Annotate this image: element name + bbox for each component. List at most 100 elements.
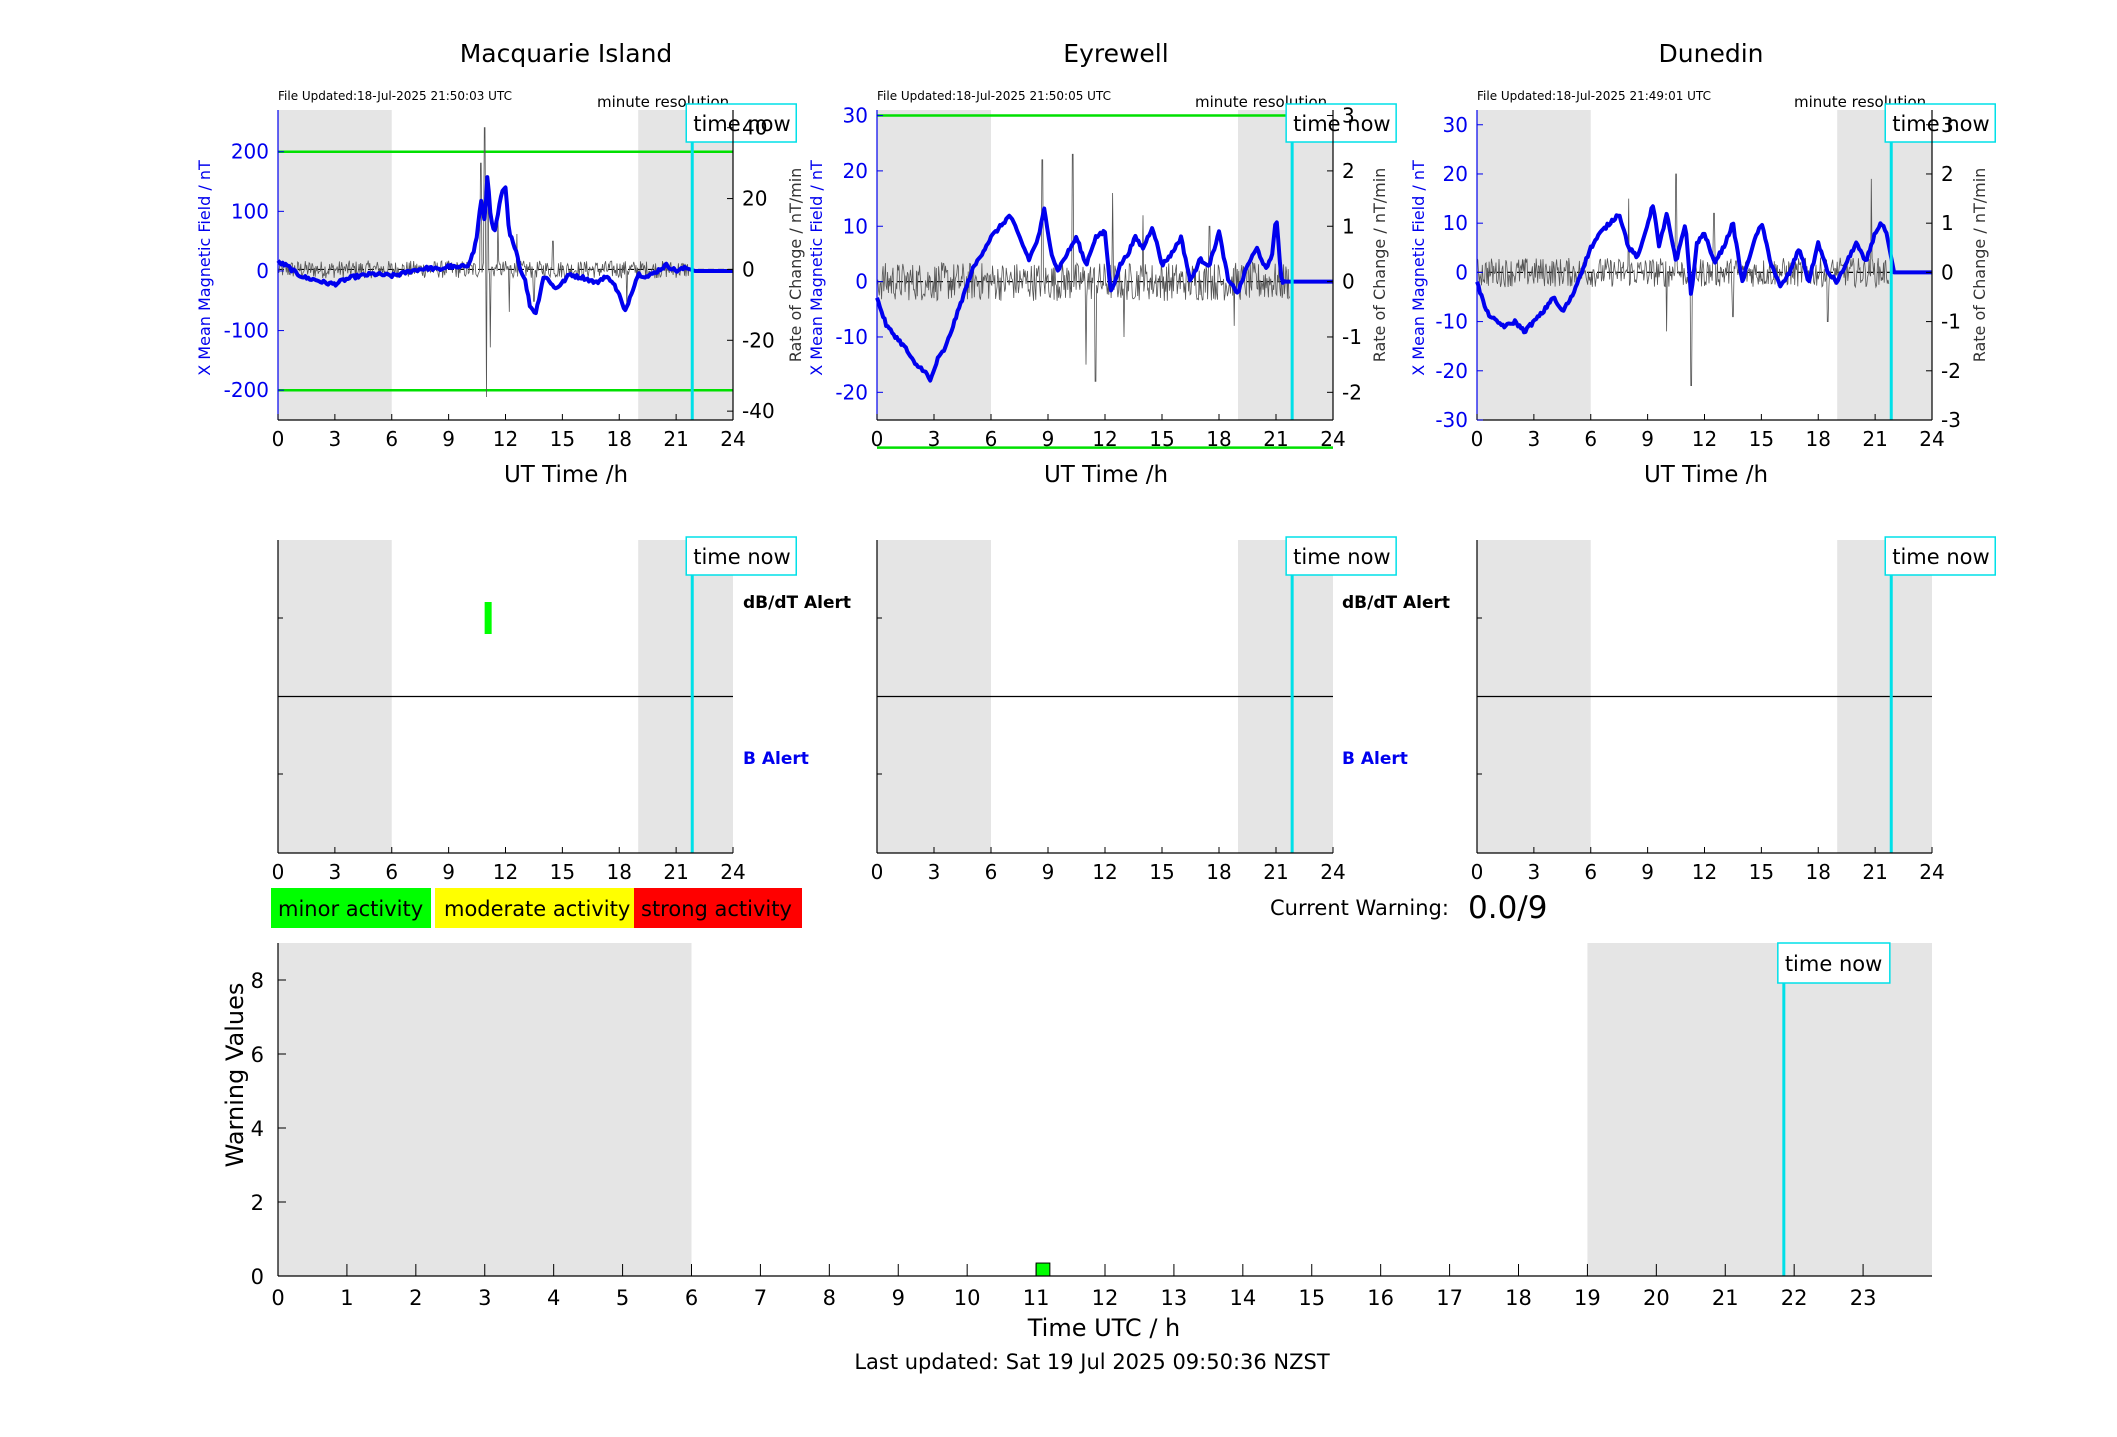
x-tick-label: 8 [823, 1286, 836, 1310]
x-tick-label: 18 [1206, 427, 1231, 451]
legend-strong-label: strong activity [641, 897, 792, 921]
x-tick-label: 0 [271, 1286, 284, 1310]
x-tick-label: 24 [720, 860, 745, 884]
y-tick-label-right: -3 [1941, 408, 1961, 432]
time-now-label: time now [693, 545, 790, 569]
y-tick-label: 8 [251, 969, 264, 993]
x-tick-label: 6 [985, 860, 998, 884]
x-tick-label: 9 [442, 860, 455, 884]
y-tick-label-right: 1 [1941, 211, 1954, 235]
x-tick-label: 9 [1042, 860, 1055, 884]
dbdt-series [277, 127, 691, 398]
x-tick-label: 21 [663, 860, 688, 884]
y-tick-label: 4 [251, 1117, 264, 1141]
x-tick-label: 18 [607, 427, 632, 451]
time-now-box [685, 536, 797, 576]
y-tick-label-right: -2 [1342, 380, 1362, 404]
x-tick-label: 0 [272, 860, 285, 884]
x-tick-label: 10 [954, 1286, 981, 1310]
y-tick-label-right: 2 [1342, 159, 1355, 183]
y-tick-label-left: -100 [224, 319, 269, 343]
x-tick-label: 15 [1749, 427, 1774, 451]
x-tick-label: 7 [754, 1286, 767, 1310]
x-tick-label: 15 [550, 860, 575, 884]
y-tick-label-left: -200 [224, 378, 269, 402]
night-shading [1587, 943, 1932, 1276]
x-tick-label: 9 [1641, 860, 1654, 884]
x-tick-label: 24 [1919, 427, 1944, 451]
x-tick-label: 18 [1206, 860, 1231, 884]
x-tick-label: 24 [1919, 860, 1944, 884]
dbdt-series [876, 153, 1291, 382]
x-tick-label: 4 [547, 1286, 560, 1310]
time-now-label: time now [1892, 545, 1989, 569]
x-tick-label: 1 [340, 1286, 353, 1310]
file-updated-eyrewell: File Updated:18-Jul-2025 21:50:05 UTC [877, 89, 1111, 103]
y-tick-label: 6 [251, 1043, 264, 1067]
x-tick-label: 0 [871, 860, 884, 884]
y-tick-label-left: 10 [843, 214, 868, 238]
ylabel-left-dunedin: X Mean Magnetic Field / nT [1409, 160, 1428, 376]
x-tick-label: 3 [1528, 427, 1541, 451]
x-tick-label: 12 [1092, 1286, 1119, 1310]
time-now-box [1884, 103, 1996, 143]
x-tick-label: 11 [1023, 1286, 1050, 1310]
b-field-series [875, 206, 1334, 383]
y-tick-label: 0 [251, 1265, 264, 1289]
x-tick-label: 12 [1092, 860, 1117, 884]
x-tick-label: 12 [493, 860, 518, 884]
x-tick-label: 15 [1298, 1286, 1325, 1310]
x-tick-label: 9 [892, 1286, 905, 1310]
xlabel-eyrewell: UT Time /h [1044, 462, 1168, 488]
x-tick-label: 15 [1749, 860, 1774, 884]
x-tick-label: 3 [928, 427, 941, 451]
y-tick-label-right: -1 [1941, 310, 1961, 334]
x-tick-label: 24 [1320, 427, 1345, 451]
x-tick-label: 12 [1092, 427, 1117, 451]
x-tick-label: 9 [442, 427, 455, 451]
x-tick-label: 21 [1263, 860, 1288, 884]
time-now-box [1285, 536, 1397, 576]
x-tick-label: 19 [1574, 1286, 1601, 1310]
y-tick-label-right: 20 [742, 187, 767, 211]
legend-moderate-label: moderate activity [444, 897, 630, 921]
x-tick-label: 21 [1263, 427, 1288, 451]
b-field-series [276, 175, 734, 316]
y-tick-label-right: 3 [1941, 113, 1954, 137]
y-tick-label-left: 20 [1443, 162, 1468, 186]
x-tick-label: 0 [272, 427, 285, 451]
x-tick-label: 15 [1149, 427, 1174, 451]
y-tick-label-right: 1 [1342, 214, 1355, 238]
current-warning-label: Current Warning: [1270, 896, 1449, 920]
dbdt-alert-label-macquarie: dB/dT Alert [743, 593, 851, 613]
y-tick-label-left: -20 [835, 380, 868, 404]
x-tick-label: 9 [1042, 427, 1055, 451]
station-title-eyrewell: Eyrewell [1063, 39, 1168, 68]
night-shading [1477, 110, 1591, 420]
x-tick-label: 21 [1862, 860, 1887, 884]
x-tick-label: 12 [493, 427, 518, 451]
x-tick-label: 6 [985, 427, 998, 451]
time-now-label: time now [693, 112, 790, 136]
y-tick-label-right: 3 [1342, 104, 1355, 128]
y-tick-label-left: 0 [256, 259, 269, 283]
x-tick-label: 22 [1781, 1286, 1808, 1310]
night-shading [1238, 110, 1333, 420]
x-tick-label: 18 [1806, 427, 1831, 451]
ylabel-left-macquarie: X Mean Magnetic Field / nT [195, 160, 214, 376]
x-tick-label: 6 [385, 427, 398, 451]
b-alert-label-macquarie: B Alert [743, 749, 809, 769]
warning-xlabel: Time UTC / h [1027, 1314, 1181, 1342]
x-tick-label: 18 [607, 860, 632, 884]
y-tick-label-right: -2 [1941, 359, 1961, 383]
y-tick-label-right: 0 [1342, 270, 1355, 294]
x-tick-label: 6 [385, 860, 398, 884]
time-now-box [685, 103, 797, 143]
y-tick-label-right: -1 [1342, 325, 1362, 349]
y-tick-label-right: -20 [742, 328, 775, 352]
y-tick-label-left: 200 [231, 140, 269, 164]
x-tick-label: 24 [720, 427, 745, 451]
